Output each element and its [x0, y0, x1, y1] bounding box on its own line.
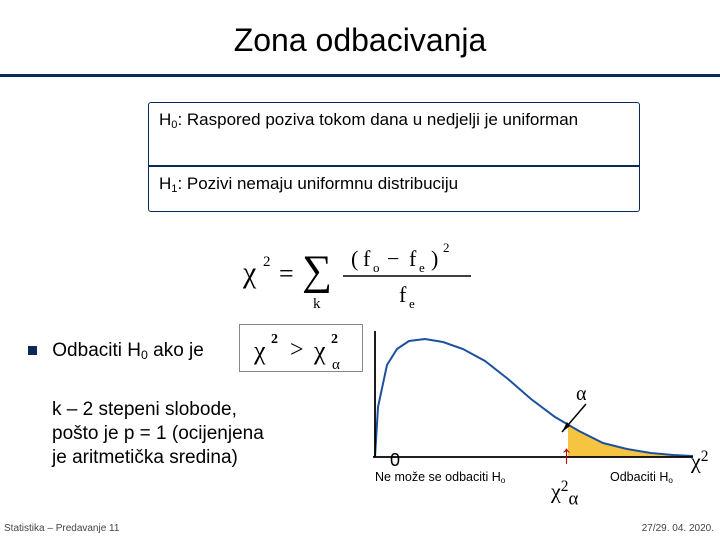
sigma-icon: ∑ [302, 248, 332, 294]
chi-symbol: χ [242, 256, 257, 289]
h0-text: : Raspored poziva tokom dana u nedjelji … [177, 110, 578, 129]
alpha-pointer [556, 402, 596, 442]
chi2-axis-label: χ2 [691, 448, 708, 475]
reject-label: Odbaciti Ho [610, 470, 673, 485]
h1-text: : Pozivi nemaju uniformnu distribuciju [177, 174, 458, 193]
critical-arrow-icon: ↑ [560, 444, 573, 465]
footer-right: 27/29. 04. 2020. [642, 523, 714, 534]
lparen: ( [351, 246, 358, 271]
h1-prefix: H [159, 174, 171, 193]
odb-text: Odbaciti H [610, 470, 668, 484]
h0-prefix: H [159, 110, 171, 129]
fo-sub: o [373, 260, 380, 275]
reject-bullet: Odbaciti H0 ako je [28, 340, 204, 362]
hypothesis-box: H0: Raspored poziva tokom dana u nedjelj… [148, 102, 640, 212]
fo: f [363, 246, 371, 271]
rparen: ) [431, 246, 438, 271]
density-curve [375, 339, 693, 457]
zero-label: 0 [390, 450, 400, 471]
chi2-critical-label: χ2α [551, 478, 578, 510]
chi2a-sym: χ [691, 449, 701, 474]
chi-sup: 2 [263, 254, 271, 270]
chi2a-sup: 2 [701, 448, 709, 465]
cond-chi2-sub: α [332, 357, 340, 373]
condition-box: χ 2 > χ 2 α [239, 324, 363, 372]
deg-line2: pošto je p = 1 (ocijenjena [52, 422, 352, 446]
hyp-divider [149, 165, 639, 167]
cond-gt: > [290, 337, 304, 363]
chi2c-sub: α [568, 488, 578, 509]
chi-square-formula: χ 2 = ∑ k ( f o − f e ) 2 f e [225, 232, 505, 321]
fe-den-sub: e [409, 296, 415, 311]
h0-line: H0: Raspored poziva tokom dana u nedjelj… [159, 109, 629, 133]
bullet-sub: 0 [141, 348, 148, 362]
sq-sup: 2 [443, 240, 450, 255]
slide-title: Zona odbacivanja [0, 0, 720, 65]
eq-sign: = [279, 259, 294, 288]
cond-chi2: χ [313, 336, 326, 365]
footer-left: Statistika – Predavanje 11 [4, 523, 119, 534]
bullet-text-b: ako je [148, 340, 204, 361]
fe-num: f [409, 246, 417, 271]
bullet-text-a: Odbaciti H [52, 340, 141, 361]
deg-line3: je aritmetička sredina) [52, 446, 352, 470]
bullet-icon [28, 346, 37, 355]
sigma-sub: k [313, 296, 321, 312]
h1-line: H1: Pozivi nemaju uniformnu distribuciju [159, 173, 629, 197]
degrees-note: k – 2 stepeni slobode, pošto je p = 1 (o… [52, 398, 352, 469]
fe-den: f [399, 282, 407, 307]
chi2c-sym: χ [551, 479, 561, 504]
title-underline [0, 74, 720, 77]
deg-line1: k – 2 stepeni slobode, [52, 398, 352, 422]
minus: − [387, 246, 399, 271]
cond-chi1-sup: 2 [271, 332, 278, 347]
ne-moze-text: Ne može se odbaciti H [375, 470, 501, 484]
fe-num-sub: e [419, 260, 425, 275]
cond-chi1: χ [253, 336, 266, 365]
ne-moze-sub: o [501, 476, 506, 485]
chi-square-chart [368, 322, 698, 492]
not-reject-label: Ne može se odbaciti Ho [375, 470, 505, 485]
cond-chi2-sup: 2 [331, 332, 338, 347]
odb-sub: o [668, 476, 673, 485]
